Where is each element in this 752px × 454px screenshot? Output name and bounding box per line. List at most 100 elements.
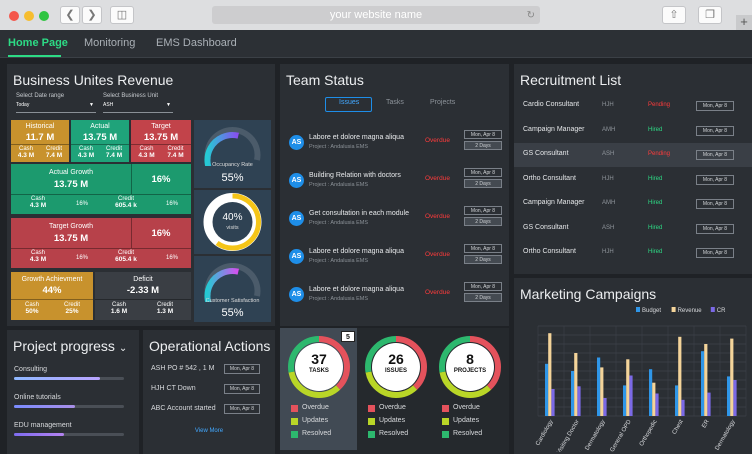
operational-date[interactable]: Mon, Apr 8 <box>224 364 260 374</box>
progress-fill <box>14 377 100 380</box>
actual-growth-title: Actual Growth <box>49 169 93 176</box>
team-item-title: Building Relation with doctors <box>309 172 401 179</box>
target-tile[interactable]: Target 13.75 M Cash 4.3 M Credit 7.4 M <box>131 120 191 162</box>
x-tick-label: Chest <box>672 419 685 436</box>
summary-ring[interactable]: 8 PROJECTS <box>437 334 503 400</box>
progress-title[interactable]: Project progress ⌄ <box>13 338 128 354</box>
occupancy-gauge: Occupancy Rate 55% <box>194 120 271 188</box>
visits-caption: visits <box>226 225 239 231</box>
ring-legend-item: Resolved <box>291 430 331 438</box>
growth-achievement-tile[interactable]: Growth Achievment 44% Cash 50% Credit 25% <box>11 272 93 320</box>
recruit-row[interactable]: Campaign Manager AMH Hired Mon, Apr 8 <box>514 192 752 216</box>
progress-bar <box>14 405 124 408</box>
tab-projects[interactable]: Projects <box>430 99 456 106</box>
tasks-count-badge: 5 <box>341 331 355 342</box>
target-growth-value: 13.75 M <box>53 233 89 244</box>
tab-issues[interactable] <box>325 97 372 112</box>
recruit-row[interactable]: Ortho Consultant HJH Hired Mon, Apr 8 <box>514 241 752 265</box>
progress-fill <box>14 405 75 408</box>
back-button[interactable]: ❮ <box>60 6 80 24</box>
legend-label: Budget <box>642 308 661 314</box>
recruit-status: Hired <box>648 200 663 206</box>
ring-legend-item: Overdue <box>291 404 329 412</box>
address-bar[interactable]: your website name ↻ <box>212 6 540 24</box>
maximize-window-button[interactable] <box>39 11 49 21</box>
target-credit: Credit 7.4 M <box>167 146 184 159</box>
close-window-button[interactable] <box>9 11 19 21</box>
bar <box>597 357 601 416</box>
bar <box>675 385 679 416</box>
recruit-row[interactable]: Campaign Manager AMH Hired Mon, Apr 8 <box>514 119 752 143</box>
x-tick-label: Dermatology <box>715 419 737 451</box>
recruit-row[interactable]: GS Consultant ASH Hired Mon, Apr 8 <box>514 217 752 241</box>
legend-swatch <box>442 418 449 425</box>
actual-credit: Credit 7.4 M <box>105 146 123 159</box>
new-tab-button[interactable]: + <box>736 15 752 30</box>
visits-gauge: 40% visits <box>194 190 271 254</box>
tab-monitoring[interactable]: Monitoring <box>84 37 136 49</box>
overdue-status: Overdue <box>425 289 450 296</box>
target-growth-end: 16% <box>165 255 178 261</box>
operational-date[interactable]: Mon, Apr 8 <box>224 404 260 414</box>
summary-ring[interactable]: 26 ISSUES <box>363 334 429 400</box>
forward-button[interactable]: ❯ <box>82 6 102 24</box>
legend-swatch <box>442 431 449 438</box>
recruit-row[interactable]: Cardio Consultant HJH Pending Mon, Apr 8 <box>514 94 752 118</box>
summary-ring[interactable]: 37 TASKS <box>286 334 352 400</box>
overdue-status: Overdue <box>425 137 450 144</box>
due-date: Mon, Apr 8 <box>464 168 502 177</box>
historical-cash: Cash 4.3 M <box>17 146 35 159</box>
recruit-date: Mon, Apr 8 <box>696 174 734 185</box>
occupancy-arc <box>204 127 261 166</box>
avatar: AS <box>289 287 304 302</box>
caret-down-icon: ▼ <box>166 102 171 108</box>
marketing-chart: Budget Revenue CR Cardiology Visiting Doctor… <box>535 307 747 452</box>
actual-growth-pct: 16% <box>151 174 171 185</box>
reload-icon[interactable]: ↻ <box>526 10 535 21</box>
overdue-status: Overdue <box>425 175 450 182</box>
tabs-button[interactable]: ❐ <box>698 6 722 24</box>
actual-growth-tile[interactable]: Actual Growth 13.75 M 16% Cash 4.3 M 16% … <box>11 164 191 214</box>
business-unit-select[interactable]: ASH ▼ <box>103 101 173 113</box>
actual-growth-end: 16% <box>165 201 178 207</box>
team-item-project: Project : Andalusia EMS <box>309 258 369 264</box>
growth-achievement-credit: Credit 25% <box>63 302 80 315</box>
x-tick-label: Visiting Doctor <box>556 419 580 452</box>
operational-date[interactable]: Mon, Apr 8 <box>224 384 260 394</box>
bar <box>681 399 685 416</box>
actual-title: Actual <box>90 123 110 130</box>
actual-value: 13.75 M <box>82 132 118 143</box>
bar <box>704 344 708 416</box>
tab-tasks[interactable]: Tasks <box>386 99 404 106</box>
tab-ems-dashboard[interactable]: EMS Dashboard <box>156 37 237 49</box>
recruit-status: Pending <box>648 151 671 157</box>
progress-bar <box>14 377 124 380</box>
deficit-title: Deficit <box>133 276 153 283</box>
recruit-row[interactable]: GS Consultant ASH Pending Mon, Apr 8 <box>514 143 752 167</box>
legend-swatch <box>291 405 298 412</box>
ring-legend-item: Overdue <box>368 404 406 412</box>
target-growth-pct: 16% <box>151 228 171 239</box>
progress-fill <box>14 433 64 436</box>
occupancy-caption: Occupancy Rate <box>212 162 253 168</box>
historical-tile[interactable]: Historical 11.7 M Cash 4.3 M Credit 7.4 M <box>11 120 69 162</box>
recruit-row[interactable]: Ortho Consultant HJH Hired Mon, Apr 8 <box>514 168 752 192</box>
share-button[interactable]: ⇧ <box>662 6 686 24</box>
business-unit-value: ASH <box>103 102 114 108</box>
minimize-window-button[interactable] <box>24 11 34 21</box>
view-more-link[interactable]: View More <box>194 428 224 434</box>
sidebar-toggle-button[interactable]: ◫ <box>110 6 134 24</box>
operational-panel: Operational Actions View More <box>143 330 275 454</box>
legend-swatch <box>368 405 375 412</box>
recruit-code: AMH <box>602 200 616 206</box>
target-growth-tile[interactable]: Target Growth 13.75 M 16% Cash 4.3 M 16% … <box>11 218 191 268</box>
deficit-credit: Credit 1.3 M <box>156 302 174 315</box>
bar <box>551 389 555 416</box>
legend-label: Updates <box>453 417 480 424</box>
date-range-value: Today <box>16 102 30 108</box>
date-range-select[interactable]: Today ▼ <box>16 101 96 113</box>
recruit-code: HJH <box>602 102 614 108</box>
deficit-tile[interactable]: Deficit -2.33 M Cash 1.6 M Credit 1.3 M <box>95 272 191 320</box>
tab-home-page[interactable]: Home Page <box>8 37 68 49</box>
actual-tile[interactable]: Actual 13.75 M Cash 4.3 M Credit 7.4 M <box>71 120 129 162</box>
